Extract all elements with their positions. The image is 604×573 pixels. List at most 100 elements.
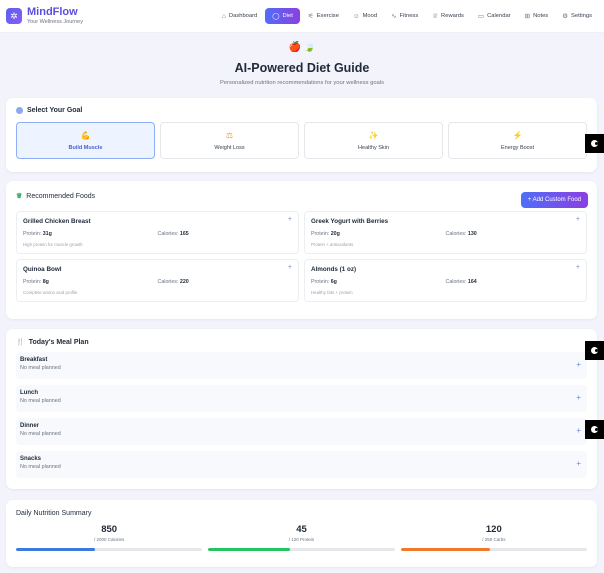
lightning-icon: ⚡ bbox=[512, 130, 523, 140]
calories-value: 165 bbox=[179, 231, 189, 237]
home-icon: ⌂ bbox=[221, 12, 226, 20]
page-title: AI-Powered Diet Guide bbox=[234, 61, 370, 75]
logo-icon[interactable]: ✲ bbox=[6, 8, 22, 24]
progress-bar bbox=[16, 548, 203, 551]
nav-fitness[interactable]: ∿ Fitness bbox=[385, 9, 424, 23]
goal-label: Weight Loss bbox=[214, 144, 245, 151]
widget-icon bbox=[591, 140, 598, 147]
food-name: Quinoa Bowl bbox=[23, 266, 62, 273]
smile-icon: ☺ bbox=[352, 12, 360, 20]
floating-widget-button[interactable] bbox=[585, 341, 604, 360]
sparkles-icon: ✨ bbox=[368, 130, 379, 140]
stat-protein: 45 / 120 Protein bbox=[208, 524, 395, 551]
calories-value: 220 bbox=[179, 279, 189, 285]
nav-rewards[interactable]: ♕ Rewards bbox=[426, 9, 470, 23]
apple-icon: 🍎 bbox=[288, 42, 302, 53]
target-icon bbox=[16, 107, 23, 114]
food-description: Healthy fats + protein bbox=[311, 290, 353, 295]
top-nav-bar: ✲ MindFlow Your Wellness Journey ⌂ Dashbo… bbox=[0, 0, 604, 33]
add-food-plus-icon[interactable]: + bbox=[575, 216, 580, 223]
add-custom-food-button[interactable]: + Add Custom Food bbox=[520, 192, 588, 208]
gear-icon: ⚙ bbox=[562, 13, 569, 20]
meal-status: No meal planned bbox=[20, 365, 61, 371]
stat-value: 120 bbox=[485, 524, 502, 535]
add-meal-plus-icon[interactable]: + bbox=[576, 426, 581, 435]
food-card[interactable]: Almonds (1 oz) Protein: 6g Calories: 164 … bbox=[304, 259, 587, 302]
progress-fill bbox=[208, 548, 291, 551]
hero: 🍎 🍃 AI-Powered Diet Guide Personalized n… bbox=[0, 42, 604, 86]
meal-status: No meal planned bbox=[20, 398, 61, 404]
nav-label: Dashboard bbox=[228, 13, 258, 19]
meal-slot-breakfast: Breakfast No meal planned + bbox=[16, 352, 587, 379]
floating-widget-button[interactable] bbox=[585, 134, 604, 153]
stat-label: / 2000 Calories bbox=[94, 537, 125, 542]
food-list: Grilled Chicken Breast Protein: 31g Calor… bbox=[16, 211, 587, 302]
nav-mood[interactable]: ☺ Mood bbox=[347, 10, 383, 23]
book-icon: ⊞ bbox=[524, 13, 531, 20]
protein-value: 20g bbox=[330, 231, 340, 237]
meal-name: Breakfast bbox=[20, 357, 48, 363]
calories-value: 164 bbox=[467, 279, 477, 285]
meal-plan-section: 🍴 Today's Meal Plan Breakfast No meal pla… bbox=[6, 329, 597, 489]
add-meal-plus-icon[interactable]: + bbox=[576, 360, 581, 369]
stat-carbs: 120 / 250 Carbs bbox=[400, 524, 587, 551]
floating-widget-button[interactable] bbox=[585, 420, 604, 439]
goal-healthy-skin[interactable]: ✨ Healthy Skin bbox=[304, 122, 443, 159]
nav-label: Notes bbox=[533, 13, 549, 19]
meal-slot-dinner: Dinner No meal planned + bbox=[16, 418, 587, 445]
food-description: High protein for muscle growth bbox=[23, 242, 83, 247]
muscle-icon: 💪 bbox=[80, 130, 91, 140]
add-meal-plus-icon[interactable]: + bbox=[576, 393, 581, 402]
foods-section-title: ♕ Recommended Foods bbox=[16, 192, 587, 201]
nav-diet[interactable]: ◯ Diet bbox=[265, 8, 300, 24]
calendar-icon: ▭ bbox=[477, 13, 485, 20]
nutrition-summary-section: Daily Nutrition Summary 850 / 2000 Calor… bbox=[6, 500, 597, 567]
goal-build-muscle[interactable]: 💪 Build Muscle bbox=[16, 122, 155, 159]
meal-status: No meal planned bbox=[20, 431, 61, 437]
stat-label: / 120 Protein bbox=[288, 537, 315, 542]
add-food-plus-icon[interactable]: + bbox=[575, 264, 580, 271]
dumbbell-icon: ⚟ bbox=[307, 13, 314, 20]
nav-label: Mood bbox=[362, 13, 378, 19]
nav-dashboard[interactable]: ⌂ Dashboard bbox=[216, 10, 263, 23]
calories-label: Calories: bbox=[157, 279, 180, 285]
goal-section: Select Your Goal 💪 Build Muscle ⚖ Weight L… bbox=[6, 98, 597, 172]
food-card[interactable]: Greek Yogurt with Berries Protein: 20g Ca… bbox=[304, 211, 587, 254]
section-title-text: Recommended Foods bbox=[26, 192, 96, 200]
widget-icon bbox=[591, 347, 598, 354]
summary-title: Daily Nutrition Summary bbox=[16, 510, 92, 517]
stat-value: 45 bbox=[296, 524, 307, 535]
nav-calendar[interactable]: ▭ Calendar bbox=[472, 9, 517, 23]
calories-label: Calories: bbox=[157, 231, 180, 237]
stat-value: 850 bbox=[101, 524, 118, 535]
protein-label: Protein: bbox=[311, 279, 331, 285]
nav-notes[interactable]: ⊞ Notes bbox=[519, 9, 555, 23]
brand-tagline: Your Wellness Journey bbox=[27, 18, 83, 25]
chef-hat-icon: ♕ bbox=[16, 193, 23, 200]
section-title-text: Select Your Goal bbox=[27, 107, 83, 114]
brand: MindFlow Your Wellness Journey bbox=[27, 5, 83, 26]
food-name: Grilled Chicken Breast bbox=[23, 218, 91, 225]
goal-energy-boost[interactable]: ⚡ Energy Boost bbox=[448, 122, 587, 159]
nav-label: Calendar bbox=[487, 13, 511, 19]
hero-icons: 🍎 🍃 bbox=[0, 42, 604, 54]
goal-label: Build Muscle bbox=[68, 144, 103, 151]
protein-label: Protein: bbox=[311, 231, 331, 237]
brand-name: MindFlow bbox=[27, 5, 78, 18]
nav-label: Fitness bbox=[399, 13, 419, 19]
add-food-plus-icon[interactable]: + bbox=[287, 216, 292, 223]
food-name: Almonds (1 oz) bbox=[311, 266, 357, 273]
add-meal-plus-icon[interactable]: + bbox=[576, 459, 581, 468]
goal-weight-loss[interactable]: ⚖ Weight Loss bbox=[160, 122, 299, 159]
protein-label: Protein: bbox=[23, 231, 43, 237]
page-subtitle: Personalized nutrition recommendations f… bbox=[219, 80, 384, 86]
add-food-plus-icon[interactable]: + bbox=[287, 264, 292, 271]
progress-bar bbox=[208, 548, 395, 551]
nav-label: Diet bbox=[282, 13, 293, 19]
goal-section-title: Select Your Goal bbox=[16, 107, 587, 114]
food-card[interactable]: Quinoa Bowl Protein: 8g Calories: 220 Com… bbox=[16, 259, 299, 302]
calories-value: 130 bbox=[467, 231, 477, 237]
food-card[interactable]: Grilled Chicken Breast Protein: 31g Calor… bbox=[16, 211, 299, 254]
nav-exercise[interactable]: ⚟ Exercise bbox=[302, 9, 345, 23]
nav-settings[interactable]: ⚙ Settings bbox=[556, 9, 598, 23]
